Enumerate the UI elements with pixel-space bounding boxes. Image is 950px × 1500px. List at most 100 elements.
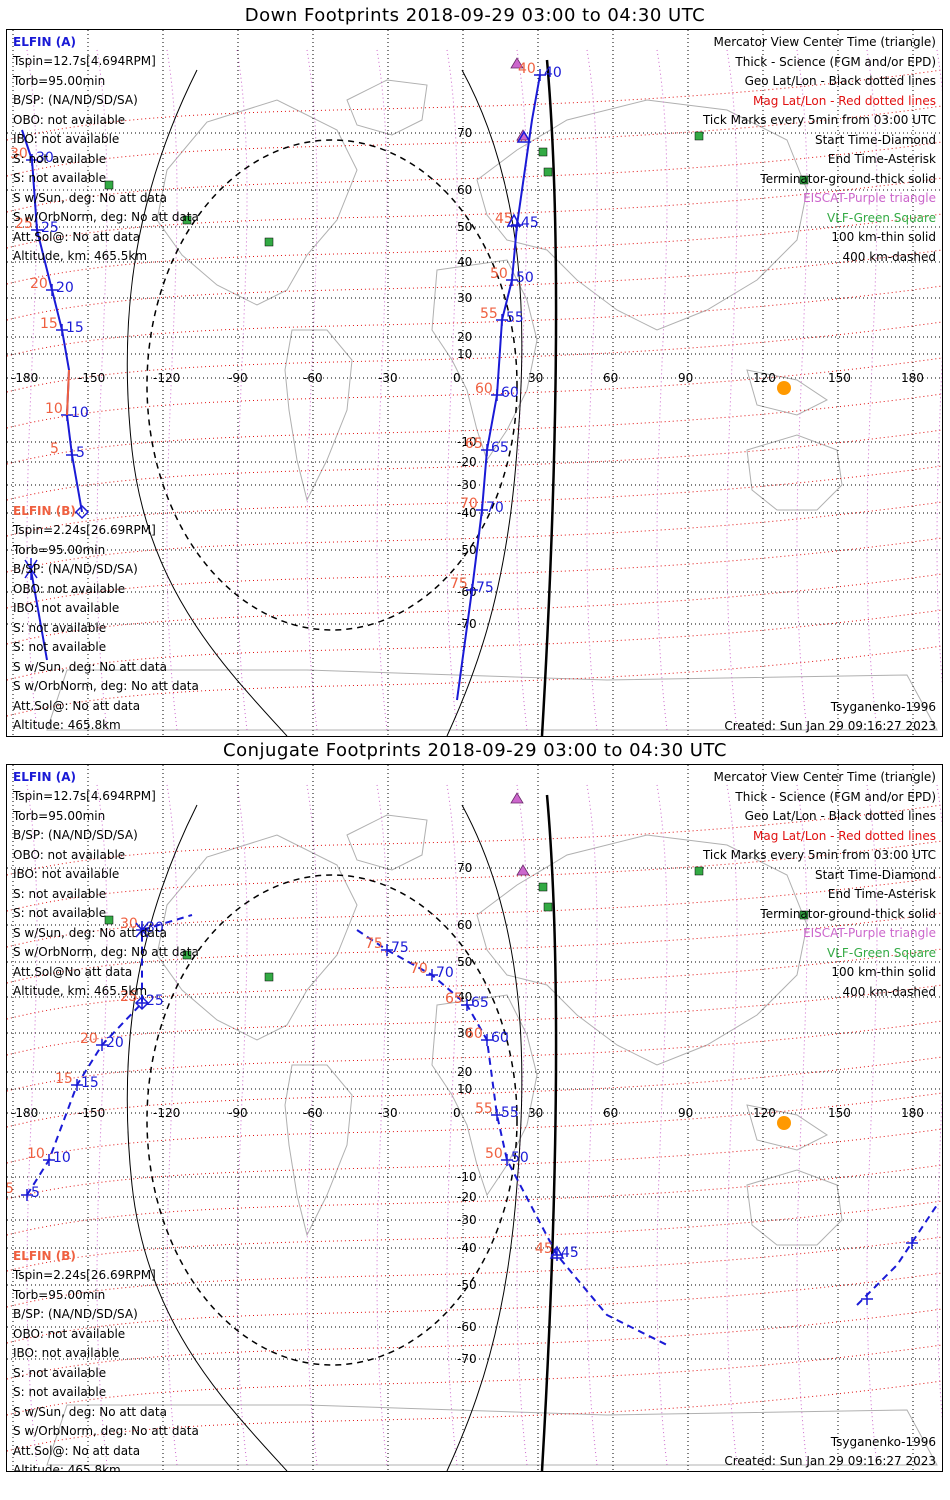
- info-line: S w/OrbNorm, deg: No att data: [13, 1424, 199, 1438]
- lon-label: -120: [153, 1106, 180, 1120]
- legend-item: VLF-Green Square: [827, 210, 936, 225]
- mag-lat-line: [7, 840, 942, 912]
- tick-label: 45: [495, 211, 513, 227]
- created-label: Created: Sun Jan 29 09:16:27 2023: [724, 719, 936, 733]
- lat-label: -20: [457, 1190, 477, 1204]
- tick-label: 30: [146, 920, 164, 936]
- info-line: Att.Sol@: No att data: [13, 229, 141, 244]
- info-line: S w/Sun, deg: No att data: [13, 659, 167, 674]
- mag-lon-line: [376, 784, 388, 1466]
- info-line: OBO: not available: [13, 581, 126, 596]
- mag-lon-line: [796, 49, 808, 731]
- lon-label: -150: [78, 371, 105, 385]
- lon-label: 180: [901, 1106, 924, 1120]
- mag-lat-line: [7, 105, 942, 177]
- info-line: IBO: not available: [13, 1346, 120, 1360]
- tick-label: 10: [71, 405, 89, 421]
- info-line: Altitude: 465.8km: [13, 718, 121, 732]
- mag-lat-line: [7, 249, 942, 321]
- tick-label: 25: [15, 216, 33, 232]
- mag-lon-line: [936, 784, 942, 1421]
- tick-label: 60: [501, 385, 519, 401]
- mag-lon-line: [726, 784, 738, 1466]
- lon-label: 120: [753, 1106, 776, 1120]
- tick-label: 75: [450, 576, 468, 592]
- lat-label: -30: [457, 478, 477, 492]
- sun-icon: [777, 1116, 791, 1130]
- info-line: S w/Sun, deg: No att data: [13, 1404, 167, 1419]
- coastline: [346, 814, 428, 871]
- lat-label: 30: [457, 291, 472, 305]
- info-line: S: not available: [13, 886, 107, 901]
- mag-lat-line: [7, 645, 942, 717]
- mag-lat-line: [7, 948, 942, 1020]
- vlf-station: [543, 902, 553, 912]
- legend-item: Terminator-ground-thick solid: [760, 906, 936, 921]
- conjugate-footprints-map: -180 -150 -120 -90 -60 -30 0 30 60 90 120 150 180 -70…: [6, 764, 943, 1472]
- tick-label: 65: [471, 995, 489, 1011]
- tick-label: 55: [475, 1101, 493, 1117]
- legend-item: Start Time-Diamond: [814, 132, 936, 147]
- tick-label: 45: [521, 215, 539, 231]
- terminator-ground: [540, 59, 558, 736]
- tick-label: 5: [7, 1181, 14, 1197]
- tick-label: 55: [501, 1105, 519, 1121]
- sat-b-title: ELFIN (B): [13, 504, 76, 518]
- orbit-track: [30, 569, 48, 661]
- info-line: Torb=95.00min: [13, 542, 106, 557]
- coastline: [746, 1169, 843, 1246]
- legend-item: EISCAT-Purple triangle: [803, 191, 936, 205]
- tick-label: 50: [511, 1150, 529, 1166]
- tick-label: 70: [436, 965, 454, 981]
- legend-item: Mercator View Center Time (triangle): [713, 35, 936, 49]
- terminator-100km: [126, 804, 288, 1471]
- coastline: [746, 434, 843, 511]
- tick-label: 10: [45, 401, 63, 417]
- science-segment: [66, 369, 70, 416]
- info-line: S w/Sun, deg: No att data: [13, 925, 167, 940]
- mag-lat-line: [7, 177, 942, 249]
- vlf-station: [182, 950, 192, 960]
- info-line: S w/OrbNorm, deg: No att data: [13, 679, 199, 693]
- vlf-station: [694, 131, 704, 141]
- tick-label: 5: [76, 445, 85, 461]
- tick-label: 15: [66, 320, 84, 336]
- mag-lon-line: [306, 784, 318, 1466]
- center-triangle: [516, 130, 532, 143]
- lon-label: -60: [303, 1106, 323, 1120]
- tick-label: 15: [81, 1075, 99, 1091]
- lon-label: 0: [453, 1106, 461, 1120]
- sat-a-title: ELFIN (A): [13, 770, 76, 784]
- legend-item: Thick - Science (FGM and/or EPD): [735, 789, 936, 804]
- tick-label: 70: [460, 496, 478, 512]
- tick-label: 15: [55, 1071, 73, 1087]
- info-line: S w/OrbNorm, deg: No att data: [13, 210, 199, 224]
- mag-lat-line: [7, 1092, 942, 1164]
- legend-item: 400 km-dashed: [842, 984, 936, 999]
- info-line: Torb=95.00min: [13, 808, 106, 823]
- lat-label: -50: [457, 1278, 477, 1292]
- lon-label: 30: [528, 1106, 543, 1120]
- coastline: [746, 1104, 828, 1151]
- lat-label: -60: [457, 1320, 477, 1334]
- info-line: S: not available: [13, 171, 107, 185]
- mag-lon-line: [586, 784, 598, 1466]
- lon-label: 30: [528, 371, 543, 385]
- info-line: Tspin=2.24s[26.69RPM]: [13, 523, 156, 537]
- lon-label: 0: [453, 371, 461, 385]
- coastline: [46, 669, 938, 731]
- lon-label: -90: [228, 371, 248, 385]
- tick-label: 30: [120, 916, 138, 932]
- lat-label: -10: [457, 435, 477, 449]
- tick-label: 5: [31, 1185, 40, 1201]
- info-line: S: not available: [13, 1365, 107, 1380]
- legend-item: End Time-Asterisk: [827, 887, 936, 901]
- mag-lon-line: [446, 784, 458, 1466]
- eiscat-station: [510, 792, 524, 804]
- info-line: S: not available: [13, 640, 107, 654]
- center-triangle: [549, 1245, 565, 1259]
- end-asterisk: [135, 921, 149, 939]
- mag-lat-line: [7, 465, 942, 537]
- terminator-ground: [540, 794, 558, 1471]
- legend-item: 100 km-thin solid: [831, 965, 936, 979]
